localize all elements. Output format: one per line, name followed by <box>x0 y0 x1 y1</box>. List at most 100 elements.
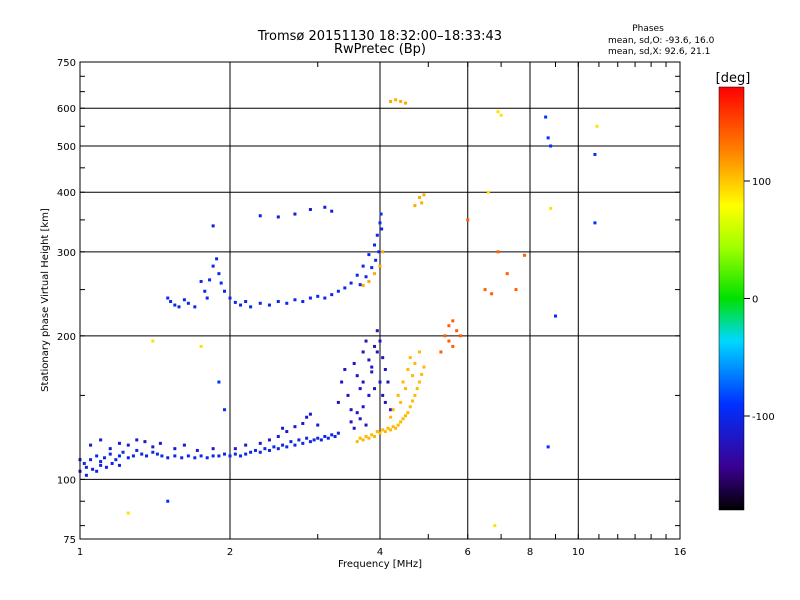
data-point <box>84 465 88 469</box>
data-point <box>399 400 403 404</box>
data-point <box>373 344 377 348</box>
data-point <box>378 264 382 268</box>
data-point <box>91 467 95 471</box>
colorbar-label: [deg] <box>716 71 751 86</box>
data-point <box>544 115 548 119</box>
data-point <box>117 454 121 458</box>
data-point <box>439 350 443 354</box>
data-point <box>104 465 108 469</box>
data-point <box>293 298 297 302</box>
data-point <box>549 144 553 148</box>
data-point <box>364 423 368 427</box>
chart-title: Tromsø 20151130 18:32:00–18:33:43 <box>257 29 502 44</box>
data-point <box>380 227 384 231</box>
data-point <box>415 387 419 391</box>
data-point <box>358 436 362 440</box>
data-point <box>370 370 374 374</box>
data-point <box>99 463 103 467</box>
data-point <box>180 456 184 460</box>
data-point <box>182 443 186 447</box>
data-point <box>323 205 327 209</box>
data-point <box>370 266 374 270</box>
data-point <box>381 428 385 432</box>
data-point <box>403 101 407 105</box>
data-point <box>493 524 497 528</box>
data-point <box>411 399 415 403</box>
data-point <box>166 499 170 503</box>
data-point <box>117 441 121 445</box>
data-point <box>375 329 379 333</box>
data-point <box>367 253 371 257</box>
x-tick-label: 6 <box>465 547 471 558</box>
data-point <box>193 305 197 309</box>
data-point <box>375 430 379 434</box>
data-point <box>228 454 232 458</box>
data-point <box>308 412 312 416</box>
data-point <box>364 339 368 343</box>
data-point <box>151 339 155 343</box>
colorbar-tick-label: 100 <box>752 177 771 188</box>
data-point <box>301 421 305 425</box>
data-point <box>121 450 125 454</box>
data-point <box>486 190 490 194</box>
data-point <box>211 224 215 228</box>
data-point <box>375 350 379 354</box>
data-point <box>408 356 412 360</box>
data-point <box>420 372 424 376</box>
data-point <box>267 438 271 442</box>
data-point <box>514 288 518 292</box>
data-point <box>381 356 385 360</box>
data-point <box>340 380 344 384</box>
colorbar <box>718 86 745 511</box>
data-point <box>276 447 280 451</box>
data-point <box>301 441 305 445</box>
data-point <box>401 417 405 421</box>
data-point <box>451 319 455 323</box>
data-point <box>451 344 455 348</box>
data-point <box>89 458 93 462</box>
data-point <box>217 454 221 458</box>
data-point <box>373 243 377 247</box>
data-point <box>281 426 285 430</box>
data-point <box>355 273 359 277</box>
y-tick-label: 400 <box>57 188 76 199</box>
x-tick-label: 1 <box>77 547 83 558</box>
data-point <box>258 450 262 454</box>
data-point <box>316 423 320 427</box>
data-point <box>103 456 107 460</box>
data-point <box>244 452 248 456</box>
data-point <box>323 296 327 300</box>
data-point <box>114 458 118 462</box>
data-point <box>293 443 297 447</box>
corner-heading: Phases <box>632 24 664 34</box>
data-point <box>403 387 407 391</box>
data-point <box>367 358 371 362</box>
data-point <box>258 301 262 305</box>
data-point <box>343 286 347 290</box>
data-point <box>151 450 155 454</box>
data-point <box>413 204 417 208</box>
data-point <box>373 435 377 439</box>
data-point <box>386 380 390 384</box>
data-point <box>546 445 550 449</box>
data-point <box>455 329 459 333</box>
data-point <box>396 393 400 397</box>
data-point <box>391 408 395 412</box>
data-point <box>355 440 359 444</box>
data-point <box>135 448 139 452</box>
x-tick-label: 10 <box>572 547 585 558</box>
data-point <box>219 281 223 285</box>
data-point <box>239 454 243 458</box>
data-point <box>593 152 597 156</box>
data-point <box>377 250 381 254</box>
axis-ticks: 1 2 4 6 8 10 16 75 100 200 300 400 500 600 750 <box>57 58 686 558</box>
data-point <box>151 445 155 449</box>
data-point <box>595 124 599 128</box>
y-tick-label: 750 <box>57 58 76 69</box>
data-point <box>323 435 327 439</box>
x-tick-label: 8 <box>527 547 533 558</box>
data-point <box>593 221 597 225</box>
data-point <box>361 405 365 409</box>
data-point <box>546 136 550 140</box>
data-point <box>258 214 262 218</box>
